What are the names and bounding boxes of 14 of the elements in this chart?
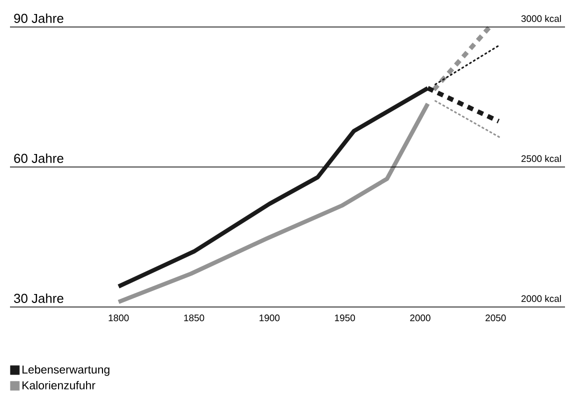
- x-tick-label: 1850: [184, 314, 204, 322]
- legend-label: Kalorienzufuhr: [22, 380, 96, 390]
- x-tick-label: 2050: [486, 314, 506, 322]
- x-tick-label: 1900: [260, 314, 280, 322]
- y-tick-label: 60 Jahre: [14, 153, 64, 163]
- legend-label: Lebenserwartung: [22, 365, 110, 376]
- y-tick-label: 30 Jahre: [14, 293, 64, 303]
- x-tick-label: 2000: [410, 314, 430, 322]
- y2-tick-label: 2500 kcal: [521, 155, 561, 162]
- x-tick-label: 1800: [108, 314, 129, 322]
- y2-tick-label: 3000 kcal: [521, 15, 561, 22]
- y2-tick-label: 2000 kcal: [521, 295, 561, 302]
- x-tick-label: 1950: [335, 314, 355, 322]
- y-tick-label: 90 Jahre: [14, 13, 64, 23]
